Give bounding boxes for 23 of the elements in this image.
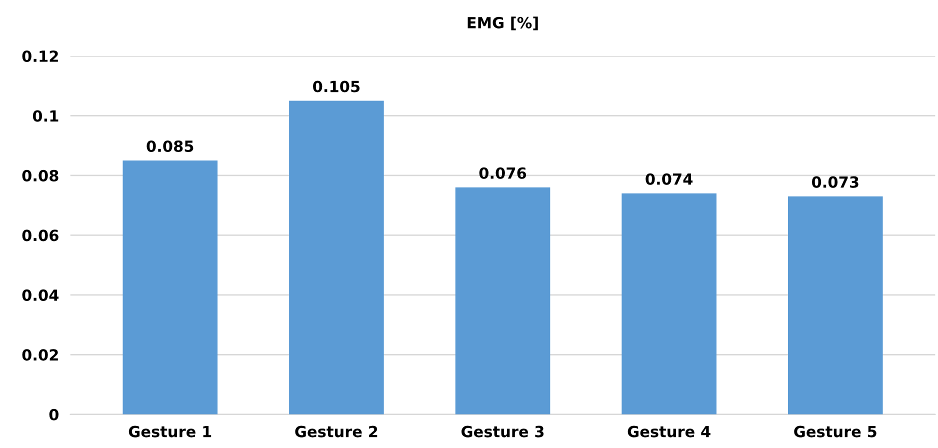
bar [622,193,716,414]
x-tick-label: Gesture 2 [295,426,378,438]
chart-title: EMG [%] [468,16,538,30]
y-tick-label: 0.12 [22,50,58,62]
y-tick-label: 0.1 [32,110,58,122]
y-tick-label: 0.08 [22,170,58,182]
x-tick-label: Gesture 1 [128,426,212,438]
x-tick-label: Gesture 4 [628,426,710,438]
data-label: 0.073 [812,176,858,188]
data-label: 0.105 [313,80,360,92]
bar [122,160,218,414]
y-tick-label: 0.02 [22,349,58,361]
x-tick-label: Gesture 3 [462,426,544,438]
x-tick-label: Gesture 5 [794,426,876,438]
bar [289,100,384,414]
y-tick-label: 0 [49,408,59,420]
data-label: 0.076 [479,167,526,179]
data-label: 0.085 [146,140,194,152]
bar [788,196,883,414]
data-label: 0.074 [646,173,693,185]
bar [455,187,550,414]
y-tick-label: 0.04 [22,289,59,301]
y-tick-label: 0.06 [22,230,58,242]
